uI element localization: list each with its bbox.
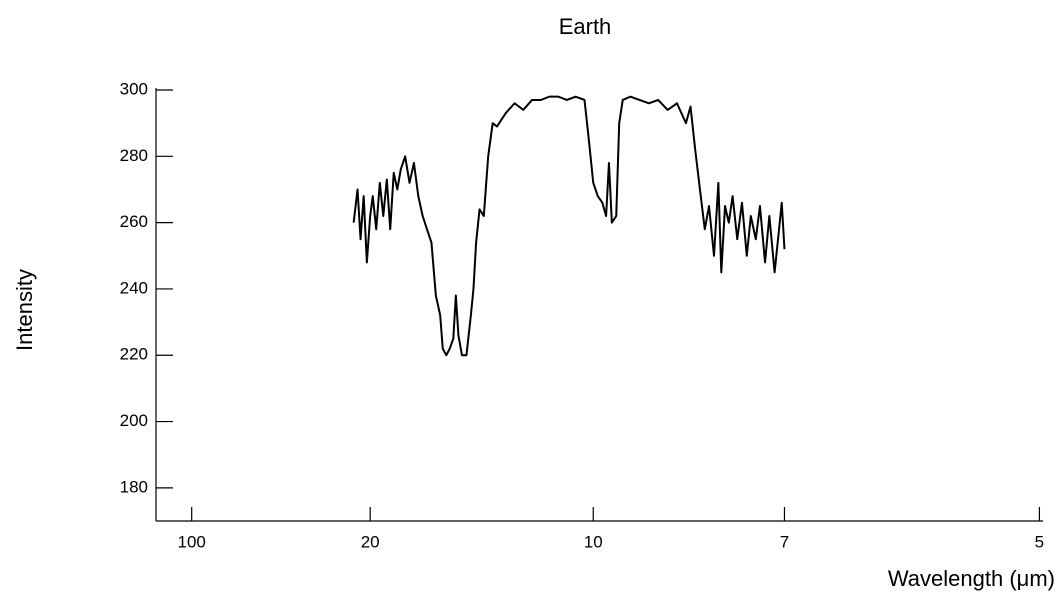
spectrum-line	[352, 95, 786, 357]
y-tick-label: 260	[120, 212, 148, 231]
x-axis-label: Wavelength (μm)	[888, 566, 1055, 591]
y-tick-label: 220	[120, 345, 148, 364]
y-axis-label: Intensity	[12, 269, 37, 351]
chart-title: Earth	[559, 14, 612, 39]
y-tick-label: 180	[120, 477, 148, 496]
y-tick-label: 200	[120, 411, 148, 430]
x-tick-label: 20	[361, 532, 380, 551]
x-tick-label: 5	[1035, 532, 1044, 551]
x-tick-label: 100	[178, 532, 206, 551]
y-tick-label: 300	[120, 79, 148, 98]
x-tick-label: 10	[584, 532, 603, 551]
y-tick-label: 240	[120, 278, 148, 297]
x-tick-label: 7	[780, 532, 789, 551]
y-tick-label: 280	[120, 146, 148, 165]
